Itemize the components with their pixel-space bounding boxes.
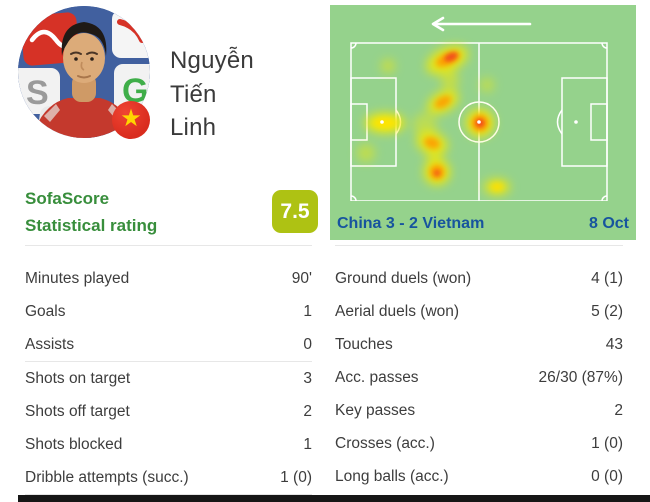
stat-row: Acc. passes 26/30 (87%) — [335, 361, 623, 394]
stat-value: 90' — [291, 269, 312, 287]
stat-label: Touches — [335, 335, 393, 353]
stat-row: Crosses (acc.) 1 (0) — [335, 427, 623, 460]
stat-row: Shots off target 2 — [25, 395, 312, 428]
player-photo-illustration: S G — [18, 6, 150, 138]
flag-star-icon: ★ — [120, 105, 142, 132]
pitch-spots — [380, 120, 578, 124]
stat-label: Shots blocked — [25, 435, 123, 453]
stat-value: 0 (0) — [591, 467, 623, 485]
player-name-line: Linh — [170, 114, 217, 141]
stat-label: Dribble attempts (succ.) — [25, 468, 189, 486]
heat-blob — [433, 169, 441, 177]
stat-label: Aerial duels (won) — [335, 302, 460, 320]
stat-value: 3 — [303, 369, 312, 387]
svg-text:S: S — [26, 74, 49, 112]
stat-value: 2 — [303, 402, 312, 420]
stat-value: 1 (0) — [280, 468, 312, 486]
stat-row: Goals 1 — [25, 295, 312, 328]
heat-blob — [381, 59, 395, 73]
stat-value: 1 (0) — [591, 434, 623, 452]
stat-row: Assists 0 — [25, 328, 312, 361]
stat-value: 0 — [303, 335, 312, 353]
stat-label: Acc. passes — [335, 368, 419, 386]
heat-blob — [480, 78, 494, 92]
stat-value: 2 — [614, 401, 623, 419]
match-score-link[interactable]: China 3 - 2 Vietnam — [337, 215, 485, 232]
stat-value: 26/30 (87%) — [538, 368, 623, 386]
stat-label: Long balls (acc.) — [335, 467, 449, 485]
rating-label-line2: Statistical rating — [25, 215, 158, 235]
vietnam-flag-badge: ★ — [112, 101, 150, 139]
stat-label: Shots off target — [25, 402, 130, 420]
match-caption: China 3 - 2 Vietnam 8 Oct — [330, 215, 636, 233]
match-date: 8 Oct — [588, 215, 629, 232]
heatmap-panel: China 3 - 2 Vietnam 8 Oct — [330, 5, 636, 240]
stat-value: 5 (2) — [591, 302, 623, 320]
heat-blob — [441, 71, 459, 89]
stat-label: Shots on target — [25, 369, 131, 387]
heat-blob — [426, 149, 442, 165]
heat-blob — [444, 52, 458, 62]
stat-value: 4 (1) — [591, 269, 623, 287]
player-photo[interactable]: S G — [18, 6, 150, 138]
bottom-divider-bar — [18, 495, 650, 502]
stat-label: Assists — [25, 335, 75, 353]
player-name-line: Nguyễn — [170, 47, 254, 74]
stat-row: Minutes played 90' — [25, 262, 312, 295]
stat-label: Ground duels (won) — [335, 269, 472, 287]
stat-label: Crosses (acc.) — [335, 434, 435, 452]
rating-badge: 7.5 — [272, 190, 318, 233]
stat-label: Goals — [25, 302, 66, 320]
stat-value: 1 — [303, 302, 312, 320]
stat-row: Ground duels (won) 4 (1) — [335, 262, 623, 295]
heat-blob — [491, 183, 503, 191]
stats-column-right: Ground duels (won) 4 (1) Aerial duels (won… — [335, 245, 623, 493]
heat-blob — [424, 137, 440, 149]
stat-value: 43 — [605, 335, 623, 353]
pitch-heatmap — [350, 16, 608, 201]
heat-blob — [357, 144, 375, 162]
stat-row: Aerial duels (won) 5 (2) — [335, 295, 623, 328]
stats-column-left: Minutes played 90' Goals 1 Assists 0 Shots on … — [25, 245, 312, 495]
player-bust — [32, 22, 136, 138]
player-name-line: Tiến — [170, 80, 217, 108]
stat-row: Dribble attempts (succ.) 1 (0) — [25, 461, 312, 494]
stat-row: Touches 43 — [335, 328, 623, 361]
stat-row: Shots on target 3 — [25, 361, 312, 395]
stat-row: Key passes 2 — [335, 394, 623, 427]
stat-row: Long balls (acc.) 0 (0) — [335, 460, 623, 493]
heat-blob — [374, 118, 396, 128]
heat-blob — [434, 95, 452, 109]
attack-direction-arrow-icon — [431, 16, 532, 32]
player-name: Nguyễn Tiến Linh — [170, 44, 254, 145]
rating-label: SofaScore Statistical rating — [25, 186, 157, 239]
stat-label: Minutes played — [25, 269, 130, 287]
heat-blob — [413, 113, 437, 137]
rating-label-line1: SofaScore — [25, 189, 110, 208]
stat-label: Key passes — [335, 401, 416, 419]
stat-value: 1 — [303, 435, 312, 453]
stat-row: Shots blocked 1 — [25, 428, 312, 461]
